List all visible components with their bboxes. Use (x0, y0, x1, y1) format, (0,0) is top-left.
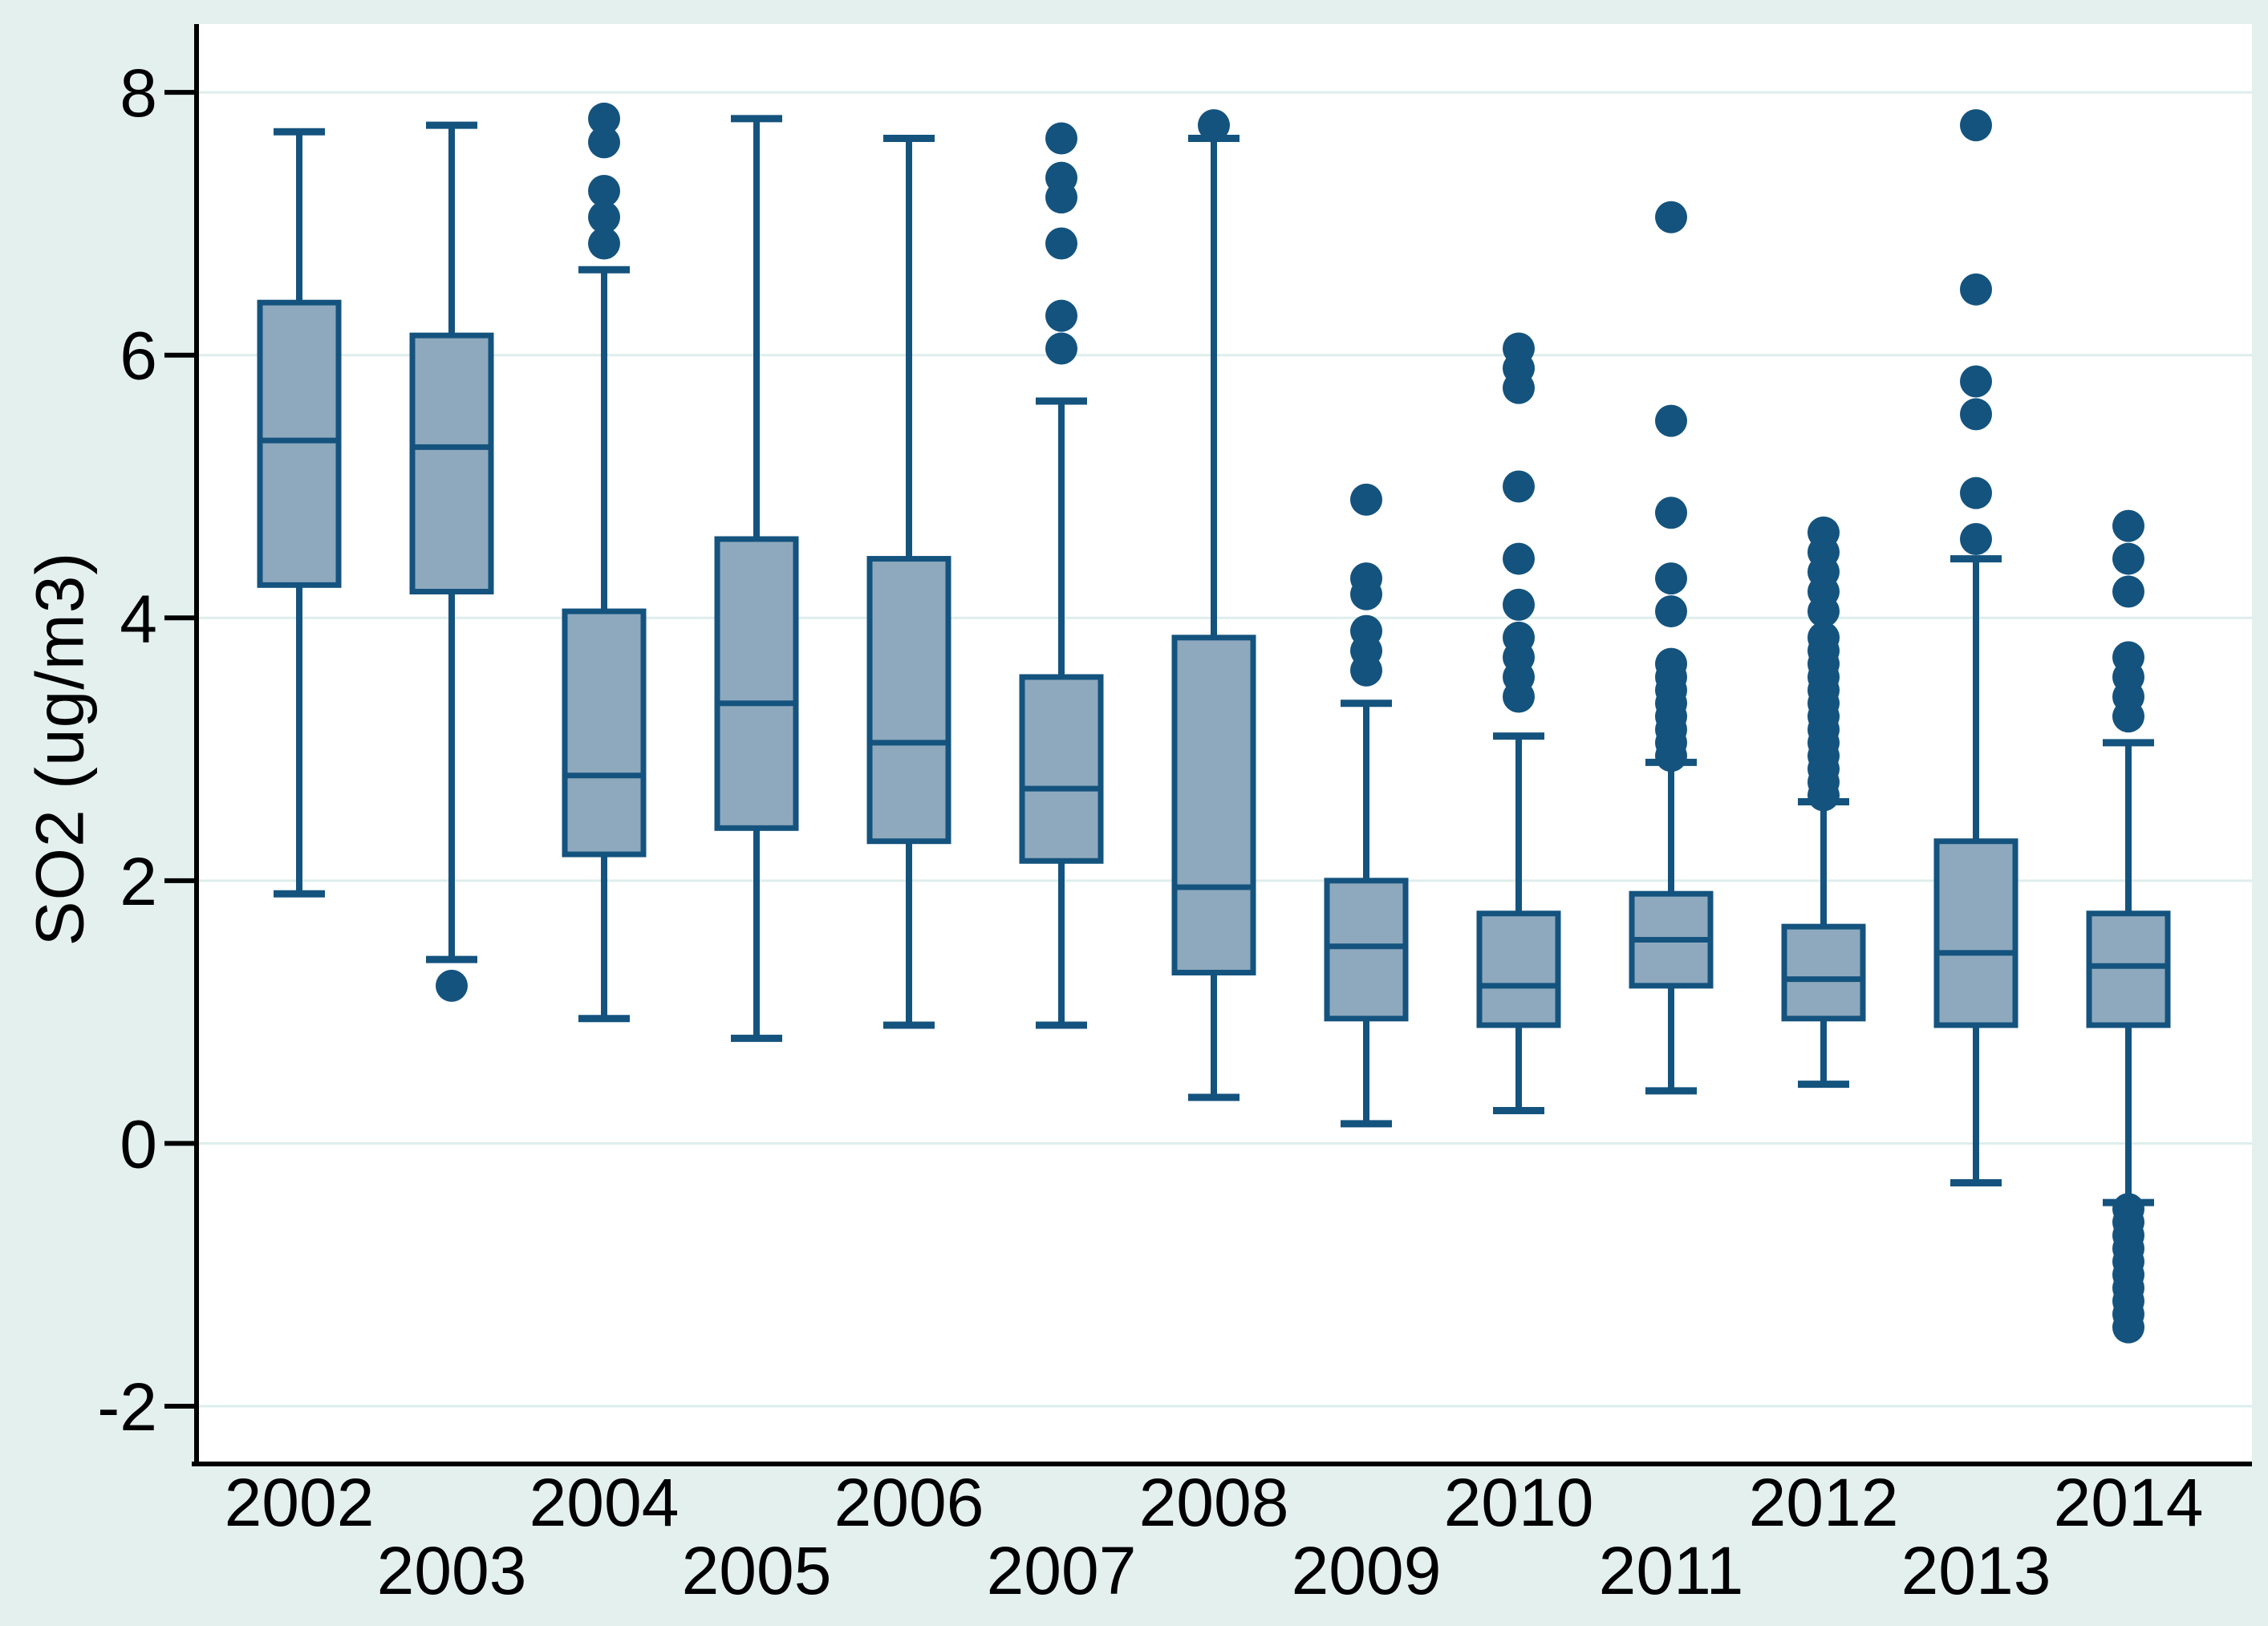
outlier-2013-2 (1960, 365, 1992, 398)
x-label-2011: 2011 (1599, 1533, 1744, 1608)
box-2004 (562, 608, 647, 858)
outlier-2010-2 (1503, 371, 1535, 404)
x-label-2002: 2002 (225, 1465, 375, 1540)
x-label-2007: 2007 (987, 1533, 1137, 1608)
y-tick-label-8: 8 (120, 55, 157, 131)
box-2006 (866, 556, 951, 845)
outlier-2004-1 (588, 126, 620, 159)
x-label-2003: 2003 (377, 1533, 527, 1608)
y-tick-label-6: 6 (120, 318, 157, 394)
outlier-2011-2 (1655, 497, 1687, 529)
x-label-2004: 2004 (529, 1465, 680, 1540)
box-2014 (2086, 910, 2171, 1028)
box-2002 (257, 299, 342, 588)
box-2009 (1324, 878, 1409, 1022)
y-tick-label--2: -2 (97, 1369, 157, 1445)
outlier-2008-0 (1198, 109, 1230, 142)
outlier-2010-3 (1503, 470, 1535, 503)
outlier-2007-0 (1045, 122, 1077, 155)
outlier-2011-1 (1655, 404, 1687, 437)
outlier-2004-0 (588, 102, 620, 135)
outlier-2014-2 (2112, 575, 2144, 608)
outlier-2014-0 (2112, 509, 2144, 542)
y-tick-label-0: 0 (120, 1106, 157, 1182)
outlier-2010-9 (1503, 680, 1535, 713)
box-2012 (1781, 923, 1866, 1022)
outlier-2009-0 (1350, 483, 1382, 516)
x-label-2014: 2014 (2054, 1465, 2204, 1540)
outlier-2007-3 (1045, 227, 1077, 260)
outlier-2009-2 (1350, 578, 1382, 610)
y-tick-label-2: 2 (120, 844, 157, 919)
outlier-2004-3 (588, 201, 620, 233)
outlier-2007-4 (1045, 299, 1077, 332)
outlier-2011-4 (1655, 595, 1687, 628)
outlier-2012-4 (1808, 595, 1840, 628)
outlier-2010-5 (1503, 588, 1535, 621)
outlier-2010-4 (1503, 542, 1535, 575)
box-2005 (714, 536, 799, 831)
outlier-2014-6 (2112, 700, 2144, 733)
outlier-2004-2 (588, 174, 620, 207)
outlier-2011-0 (1655, 201, 1687, 233)
x-label-2005: 2005 (682, 1533, 832, 1608)
x-label-2012: 2012 (1749, 1465, 1899, 1540)
box-2007 (1019, 674, 1104, 864)
x-label-2008: 2008 (1139, 1465, 1289, 1540)
outlier-2013-0 (1960, 109, 1992, 142)
outlier-2003-0 (436, 969, 468, 1002)
outlier-2013-4 (1960, 476, 1992, 509)
outlier-2014-1 (2112, 542, 2144, 575)
box-2003 (409, 332, 494, 595)
outlier-2004-4 (588, 227, 620, 260)
outlier-2014-16 (2112, 1311, 2144, 1344)
outlier-2013-1 (1960, 273, 1992, 306)
x-label-2009: 2009 (1292, 1533, 1442, 1608)
x-label-2010: 2010 (1444, 1465, 1594, 1540)
box-2008 (1171, 635, 1256, 975)
outlier-2007-5 (1045, 332, 1077, 365)
outlier-2009-5 (1350, 654, 1382, 687)
outlier-2013-3 (1960, 398, 1992, 431)
x-label-2006: 2006 (834, 1465, 984, 1540)
outlier-2007-2 (1045, 181, 1077, 214)
outlier-2011-12 (1655, 740, 1687, 772)
outlier-2011-3 (1655, 562, 1687, 595)
x-label-2013: 2013 (1901, 1533, 2051, 1608)
y-tick-label-4: 4 (120, 581, 157, 656)
outlier-2013-5 (1960, 523, 1992, 556)
box-2013 (1933, 838, 2018, 1028)
y-axis-title: SO2 (ug/m3) (22, 551, 98, 947)
box-2010 (1476, 910, 1561, 1028)
outlier-2012-17 (1808, 779, 1840, 812)
